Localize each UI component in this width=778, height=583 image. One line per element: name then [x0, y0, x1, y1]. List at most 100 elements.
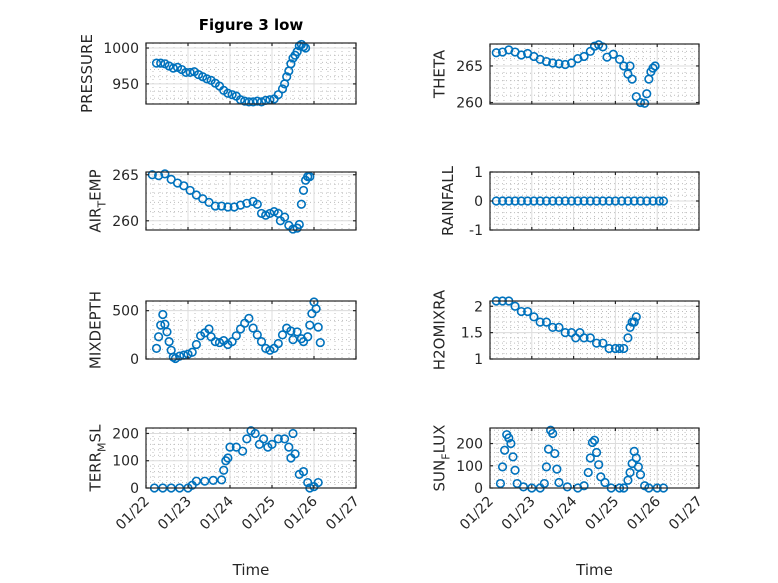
data-points	[147, 169, 315, 234]
y-tick-label: -1	[469, 223, 483, 239]
data-point	[604, 196, 614, 206]
data-point	[298, 467, 309, 477]
x-tick-label: 01/25	[239, 494, 279, 534]
data-point	[648, 63, 658, 73]
data-point	[579, 481, 589, 491]
y-axis-label: RAINFALL	[439, 165, 457, 236]
data-point	[631, 312, 641, 322]
data-point	[535, 317, 545, 327]
data-point	[560, 59, 570, 70]
data-point	[614, 343, 625, 354]
data-point	[280, 434, 290, 444]
x-tick-label: 01/24	[197, 493, 237, 533]
data-point	[231, 442, 241, 452]
data-point	[554, 477, 564, 488]
y-axis-label: MIXDEPTH	[87, 291, 105, 369]
data-point	[560, 196, 570, 206]
data-point	[548, 428, 558, 439]
data-point	[179, 181, 189, 191]
data-point	[529, 196, 539, 206]
axes-frame	[145, 427, 357, 489]
data-point	[168, 352, 178, 362]
data-point	[600, 477, 610, 488]
data-point	[554, 322, 564, 332]
data-point	[277, 84, 288, 94]
data-point	[311, 304, 321, 314]
y-axis-label: AIRTEMP	[87, 169, 109, 232]
data-point	[508, 452, 518, 462]
data-point	[598, 338, 608, 348]
axes-frame	[489, 300, 700, 360]
data-point	[223, 453, 233, 463]
data-point	[539, 478, 549, 489]
data-point	[591, 196, 602, 206]
data-point	[244, 97, 254, 107]
data-point	[506, 438, 516, 449]
data-point	[497, 462, 508, 472]
data-point	[158, 309, 168, 320]
data-point	[248, 97, 258, 107]
y-tick-label: 2	[474, 299, 483, 315]
axes-frame	[489, 43, 700, 105]
data-point	[240, 96, 250, 106]
data-point	[566, 58, 577, 68]
data-point	[305, 320, 315, 330]
data-point	[554, 196, 564, 206]
data-point	[294, 219, 304, 230]
data-point	[619, 61, 629, 71]
data-point	[191, 476, 201, 486]
data-points	[495, 425, 669, 493]
data-point	[284, 442, 294, 452]
data-points	[491, 40, 660, 108]
data-point	[256, 337, 267, 347]
y-axis-label: PRESSURE	[78, 34, 96, 113]
data-point	[589, 41, 600, 51]
data-point	[623, 333, 633, 343]
data-point	[510, 465, 520, 475]
data-point	[579, 196, 589, 206]
data-point	[500, 445, 510, 455]
data-point	[504, 196, 514, 206]
data-point	[625, 467, 635, 478]
data-point	[585, 196, 595, 206]
data-point	[259, 434, 269, 444]
data-point	[635, 97, 646, 108]
minor-grid	[490, 301, 699, 359]
y-tick-label: 200	[112, 426, 139, 442]
data-point	[566, 196, 577, 206]
y-tick-label: 1000	[103, 41, 139, 57]
data-point	[541, 196, 552, 206]
data-point	[229, 202, 239, 212]
data-point	[583, 467, 593, 478]
y-tick-label: 260	[112, 214, 139, 230]
data-point	[269, 206, 279, 217]
x-tick-label: 01/24	[541, 493, 581, 533]
data-point	[543, 444, 554, 454]
axes-frame	[145, 300, 357, 360]
x-tick-label: 01/22	[113, 494, 153, 534]
data-point	[208, 475, 218, 485]
data-point	[640, 98, 650, 108]
y-tick-label: 950	[112, 77, 139, 93]
data-point	[642, 196, 652, 206]
y-tick-label: 0	[474, 481, 483, 497]
data-point	[625, 61, 635, 71]
data-point	[560, 328, 570, 338]
data-point	[151, 343, 162, 353]
y-tick-label: 1.5	[461, 326, 483, 342]
y-tick-label: 260	[456, 96, 483, 112]
data-point	[541, 56, 552, 67]
data-point	[181, 67, 191, 78]
data-point	[598, 196, 608, 206]
data-point	[541, 317, 552, 327]
data-point	[217, 201, 227, 211]
data-point	[160, 169, 170, 179]
data-point	[286, 326, 296, 336]
y-tick-label: 265	[112, 168, 139, 184]
y-axis-label: TERRMSL	[87, 424, 109, 493]
data-point	[273, 90, 283, 100]
axes-background	[146, 43, 356, 104]
data-point	[231, 331, 241, 341]
